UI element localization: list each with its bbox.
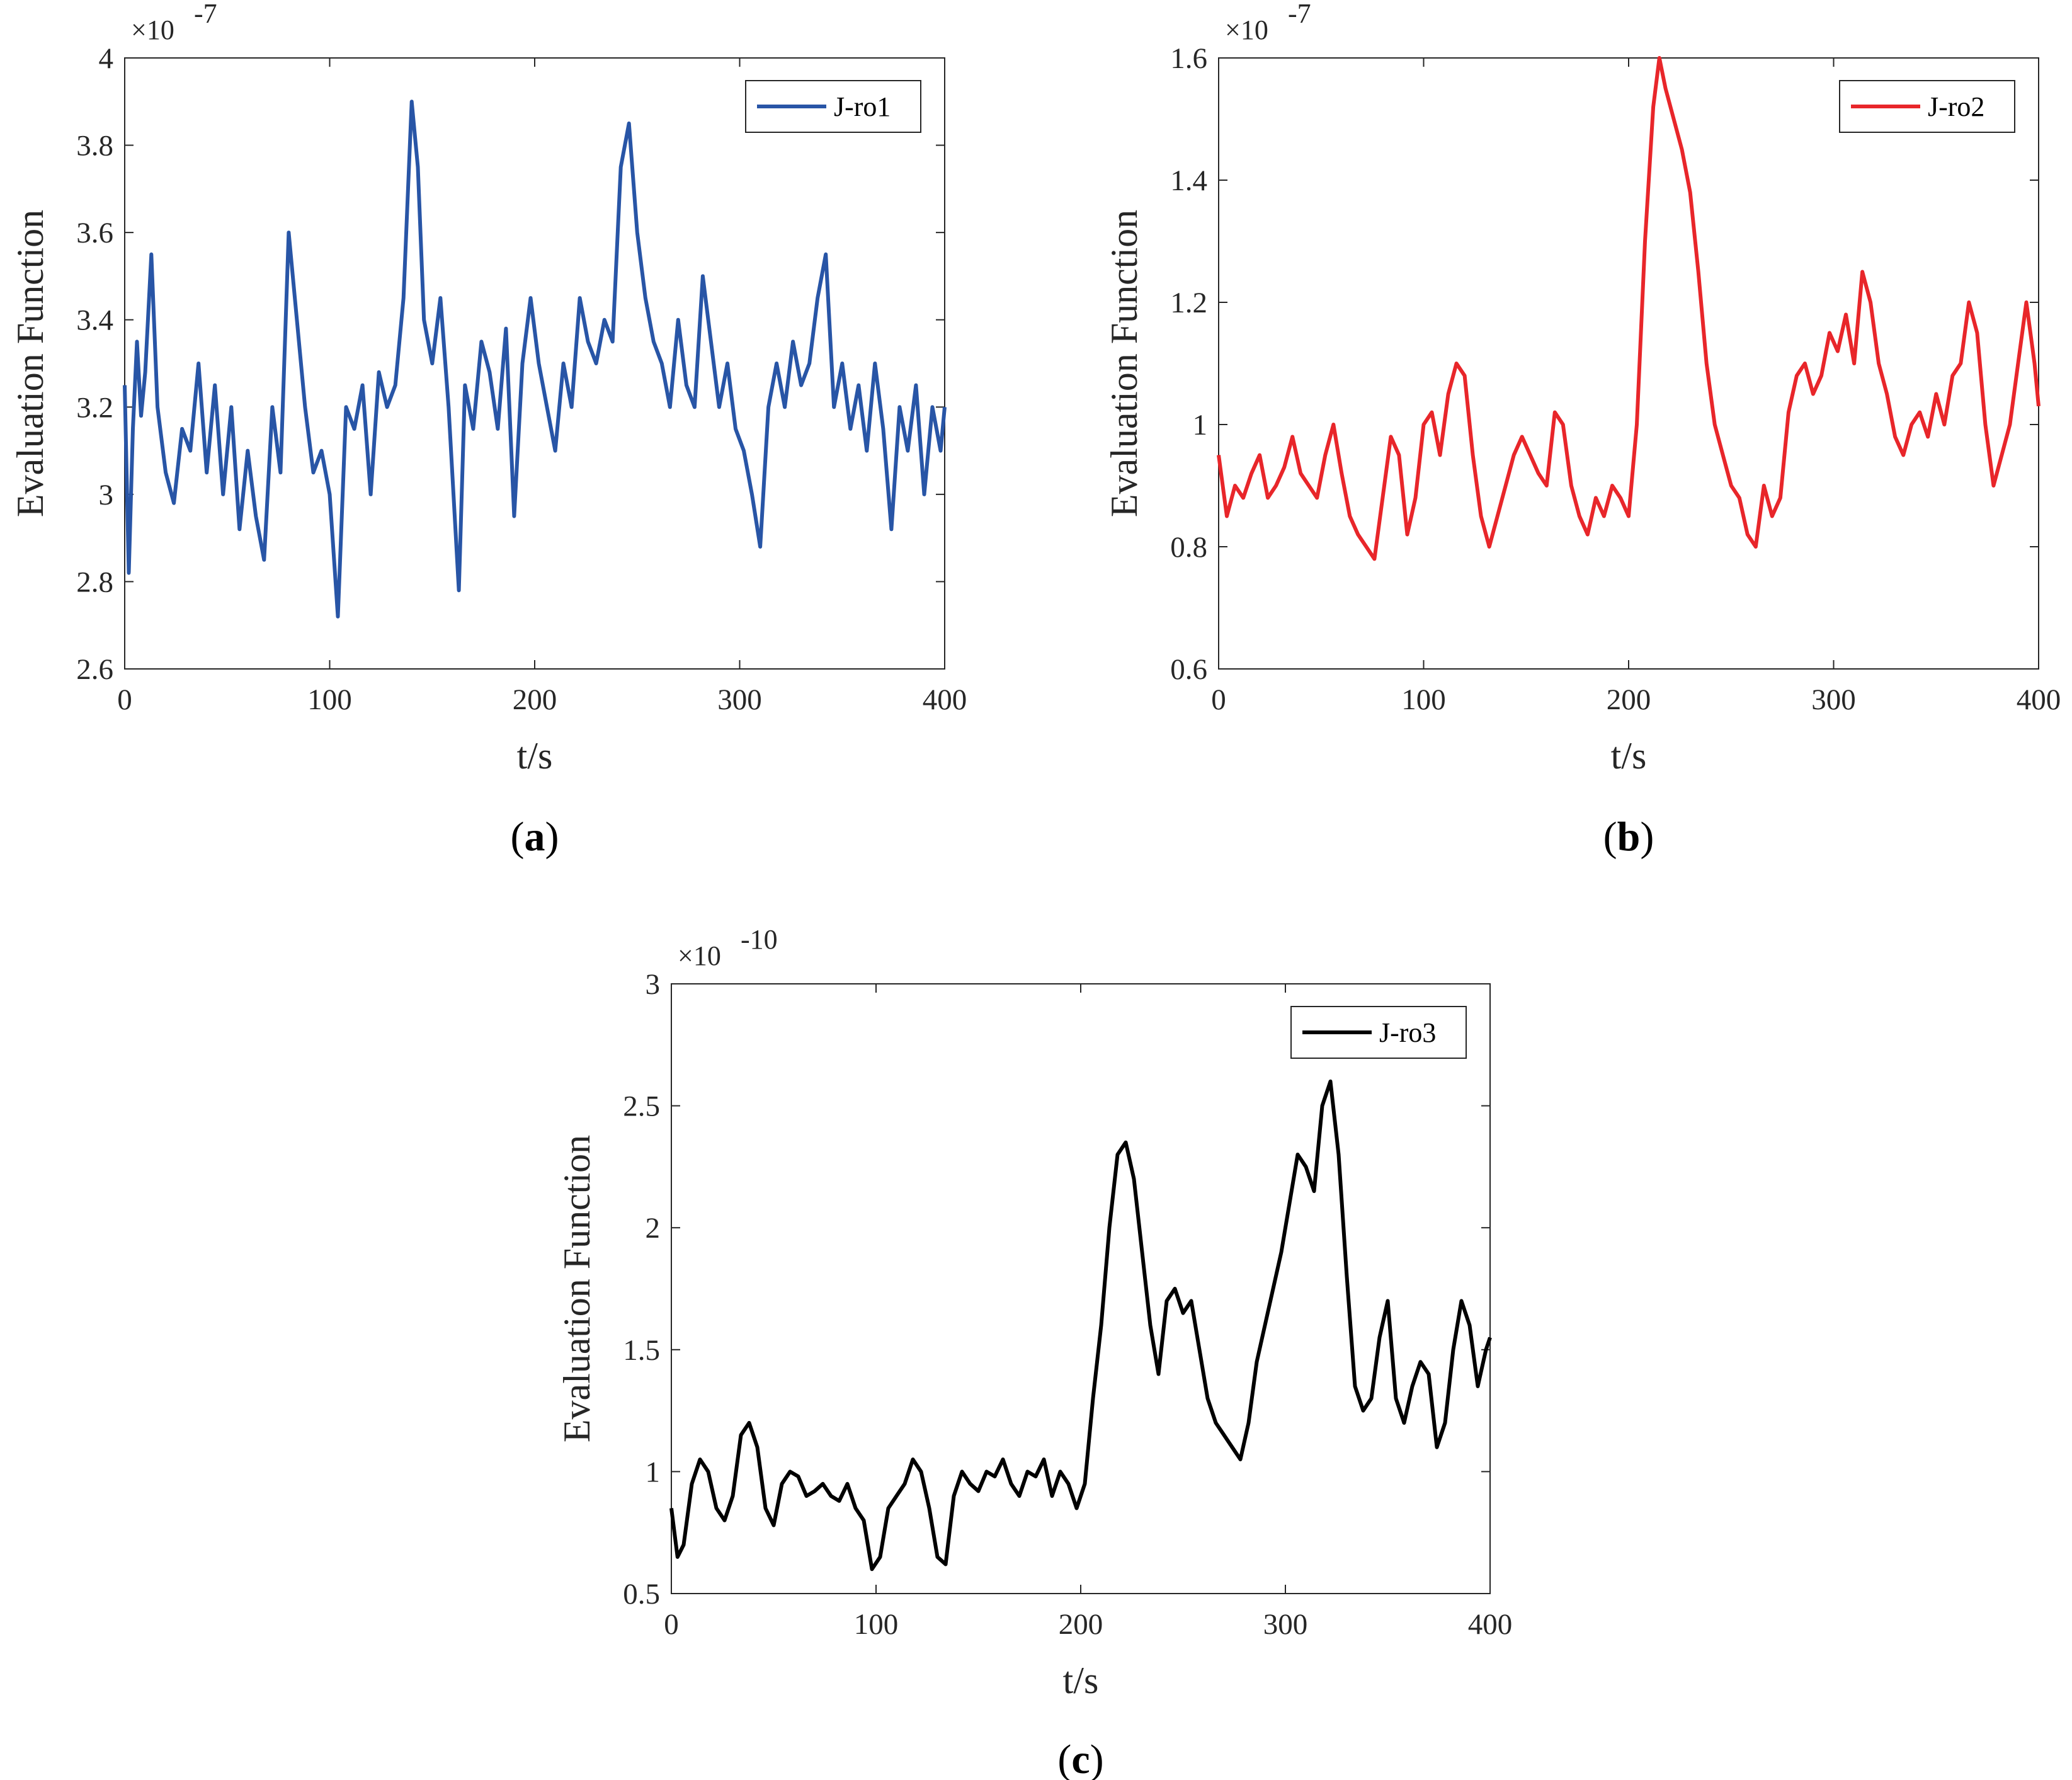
caption-open-paren: (	[1057, 1737, 1071, 1780]
chart-panel-a: 0 100 200 300 400 2.6 2.8 3 3.2 3.4 3.6 3.8 4 ×10 -7 t/…	[9, 0, 967, 860]
caption-open-paren: (	[1603, 814, 1617, 860]
y-tick-label: 3.4	[76, 304, 113, 337]
y-tick-label: 1	[1193, 409, 1208, 442]
y-tick-label: 3.8	[76, 130, 113, 163]
x-tick-label: 0	[117, 683, 132, 716]
y-axis-exponent: -7	[194, 0, 217, 29]
x-axis-label: t/s	[1611, 735, 1647, 777]
y-tick-label: 1	[646, 1456, 661, 1488]
y-tick-label: 1.6	[1170, 42, 1207, 75]
plot-area-frame	[671, 983, 1491, 1594]
x-tick-label: 400	[1468, 1608, 1513, 1641]
y-axis-exponent: -10	[741, 924, 778, 955]
y-axis-label: Evaluation Function	[556, 1135, 598, 1442]
y-axis-label: Evaluation Function	[9, 210, 51, 517]
x-tick-label: 400	[2017, 683, 2061, 716]
y-axis-label: Evaluation Function	[1103, 210, 1145, 517]
caption-letter: b	[1617, 814, 1641, 860]
x-tick-label: 300	[1263, 1608, 1308, 1641]
legend-label: J-ro3	[1379, 1017, 1436, 1048]
y-axis-multiplier: ×10	[131, 14, 174, 45]
legend-label: J-ro1	[834, 91, 891, 122]
x-tick-label: 100	[307, 683, 352, 716]
caption-close-paren: )	[545, 814, 559, 860]
x-tick-label: 200	[1607, 683, 1651, 716]
plot-area-frame	[1218, 57, 2039, 670]
y-axis-exponent: -7	[1288, 0, 1311, 29]
chart-panel-c: 0 100 200 300 400 0.5 1 1.5 2 2.5 3 ×10 -10 t/s Evalua…	[556, 924, 1512, 1780]
y-tick-label: 3	[99, 479, 114, 511]
series-line-j-ro1	[123, 100, 947, 619]
y-tick-label: 2.5	[623, 1090, 660, 1123]
x-tick-label: 300	[717, 683, 762, 716]
y-tick-label: 1.2	[1170, 287, 1207, 319]
caption-open-paren: (	[511, 814, 525, 860]
y-tick-label: 0.6	[1170, 653, 1207, 686]
y-tick-label: 0.8	[1170, 531, 1207, 564]
y-tick-label: 2.6	[76, 653, 113, 686]
y-tick-label: 3.2	[76, 391, 113, 424]
y-axis-multiplier: ×10	[678, 940, 721, 971]
series-line-j-ro2	[1217, 56, 2041, 561]
panel-caption: (c)	[1057, 1737, 1103, 1780]
caption-close-paren: )	[1090, 1737, 1104, 1780]
y-tick-label: 3	[646, 968, 661, 1001]
plot-area-frame	[124, 57, 945, 670]
x-axis-label: t/s	[1063, 1660, 1099, 1701]
x-tick-label: 0	[1211, 683, 1226, 716]
x-tick-label: 200	[513, 683, 557, 716]
x-tick-label: 100	[1401, 683, 1446, 716]
y-tick-label: 1.5	[623, 1334, 660, 1367]
y-tick-label: 4	[99, 42, 114, 75]
panel-caption: (a)	[511, 814, 559, 860]
y-tick-label: 0.5	[623, 1578, 660, 1611]
y-tick-label: 1.4	[1170, 164, 1207, 197]
chart-panel-b: 0 100 200 300 400 0.6 0.8 1 1.2 1.4 1.6 ×10 -7 t/s Eva…	[1103, 0, 2061, 860]
y-axis-multiplier: ×10	[1225, 14, 1268, 45]
caption-letter: c	[1071, 1737, 1090, 1780]
y-tick-label: 2	[646, 1212, 661, 1245]
x-tick-label: 300	[1811, 683, 1856, 716]
x-tick-label: 0	[664, 1608, 679, 1641]
x-tick-label: 400	[923, 683, 967, 716]
caption-close-paren: )	[1640, 814, 1654, 860]
y-tick-label: 3.6	[76, 217, 113, 249]
panel-caption: (b)	[1603, 814, 1654, 860]
x-tick-label: 100	[854, 1608, 899, 1641]
x-tick-label: 200	[1059, 1608, 1103, 1641]
x-axis-label: t/s	[517, 735, 553, 777]
series-line-j-ro3	[669, 1079, 1492, 1572]
y-tick-label: 2.8	[76, 566, 113, 598]
legend-label: J-ro2	[1928, 91, 1984, 122]
caption-letter: a	[525, 814, 545, 860]
